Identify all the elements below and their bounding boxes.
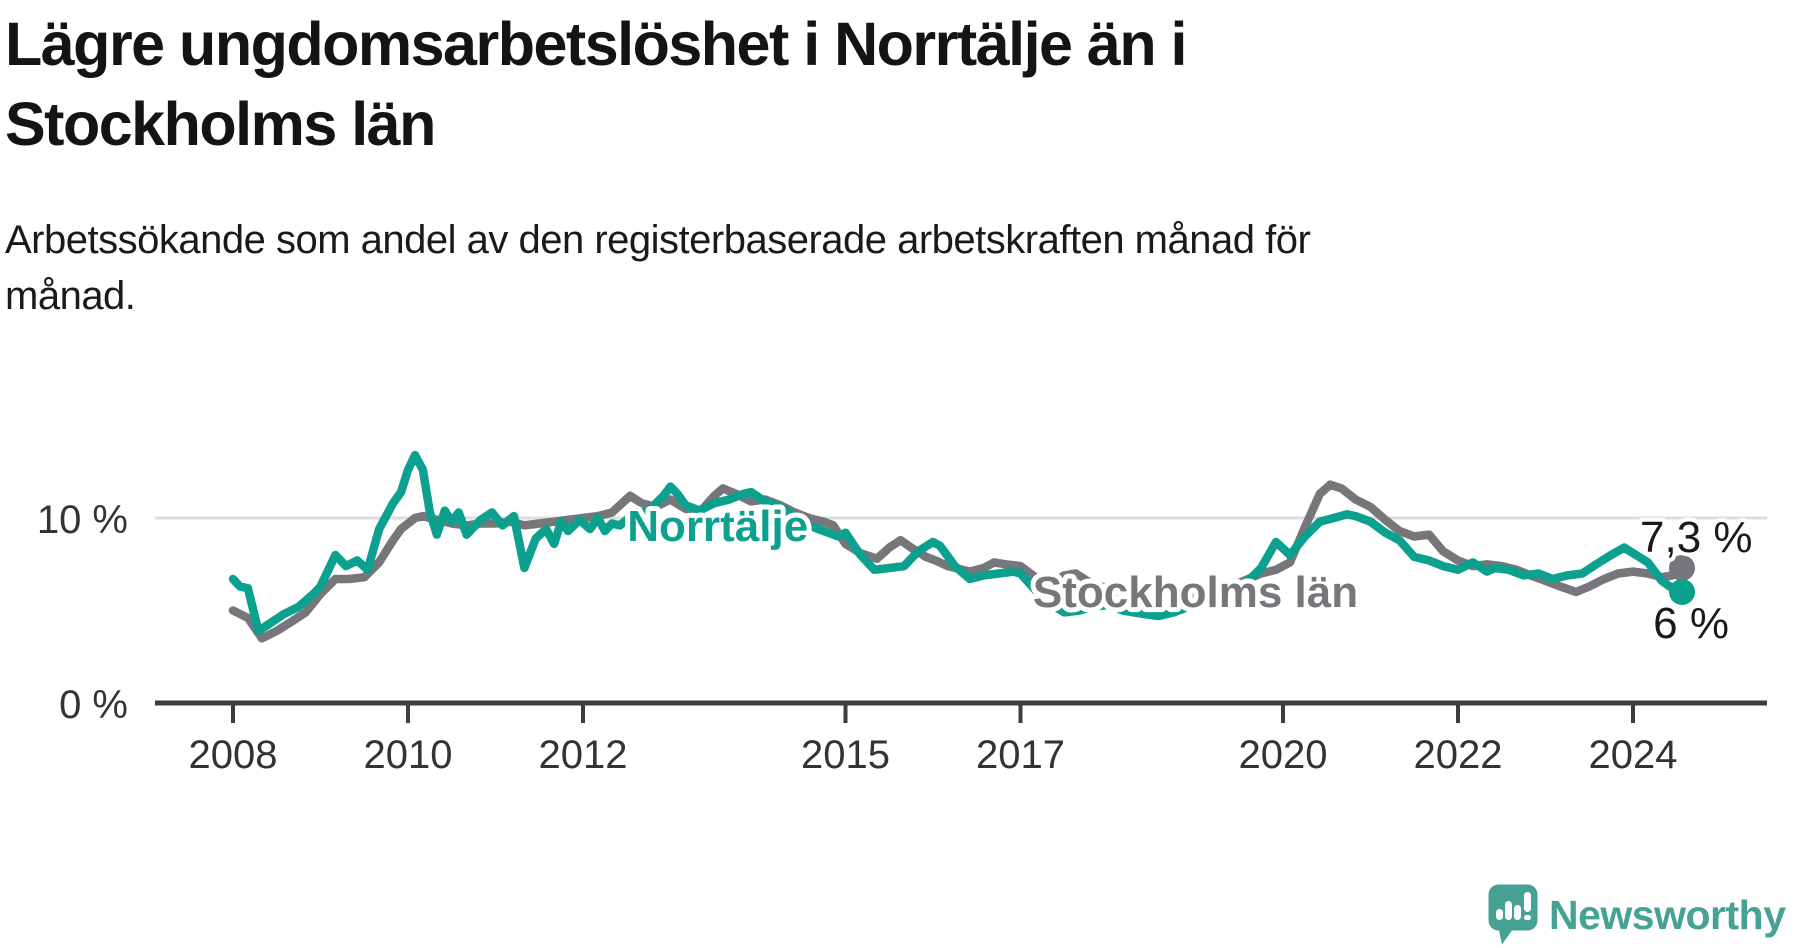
- chart-title-line-1: Lägre ungdomsarbetslöshet i Norrtälje än…: [5, 10, 1187, 78]
- x-axis-label-2017: 2017: [976, 733, 1065, 777]
- end-value-label-stockholms-l-n: 7,3 %: [1640, 513, 1753, 562]
- series-line-norrt-lje: [228, 450, 1687, 636]
- x-axis-label-2024: 2024: [1589, 733, 1678, 777]
- bar-chart-bar-2: [1505, 901, 1512, 920]
- x-axis-label-2012: 2012: [539, 733, 628, 777]
- bar-chart-bar-3: [1514, 905, 1521, 920]
- newsworthy-logo[interactable]: Newsworthy: [1488, 884, 1786, 946]
- newsworthy-bubble-icon: [1488, 884, 1538, 945]
- exclamation-stem: [1524, 892, 1531, 912]
- x-axis-label-2020: 2020: [1239, 733, 1328, 777]
- y-axis-label-0pct: 0 %: [59, 683, 128, 727]
- x-axis-label-2010: 2010: [364, 733, 453, 777]
- chart-subtitle: Arbetssökande som andel av den registerb…: [5, 212, 1505, 324]
- series-line-stockholms-l-n: [228, 480, 1687, 643]
- x-axis-label-2022: 2022: [1414, 733, 1503, 777]
- chart-title: Lägre ungdomsarbetslöshet i Norrtälje än…: [5, 4, 1405, 164]
- end-value-label-norrt-lje: 6 %: [1653, 599, 1729, 648]
- end-dot-stockholms-l-n: [1669, 554, 1695, 581]
- exclamation-dot: [1524, 915, 1531, 920]
- x-axis-label-2008: 2008: [189, 733, 278, 777]
- curve-label-norrt-lje: Norrtälje: [627, 502, 808, 551]
- end-dot-norrt-lje: [1669, 579, 1695, 605]
- x-axis-label-2015: 2015: [801, 733, 890, 777]
- y-axis-label-10pct: 10 %: [37, 498, 128, 542]
- bar-chart-bar-1: [1496, 909, 1503, 920]
- chart-title-line-2: Stockholms län: [5, 90, 436, 158]
- chart-subtitle-line-2: månad.: [5, 274, 136, 318]
- newsworthy-logo-text: Newsworthy: [1549, 891, 1786, 938]
- curve-label-stockholms-l-n: Stockholms län: [1033, 568, 1358, 617]
- chart-subtitle-line-1: Arbetssökande som andel av den registerb…: [5, 218, 1311, 262]
